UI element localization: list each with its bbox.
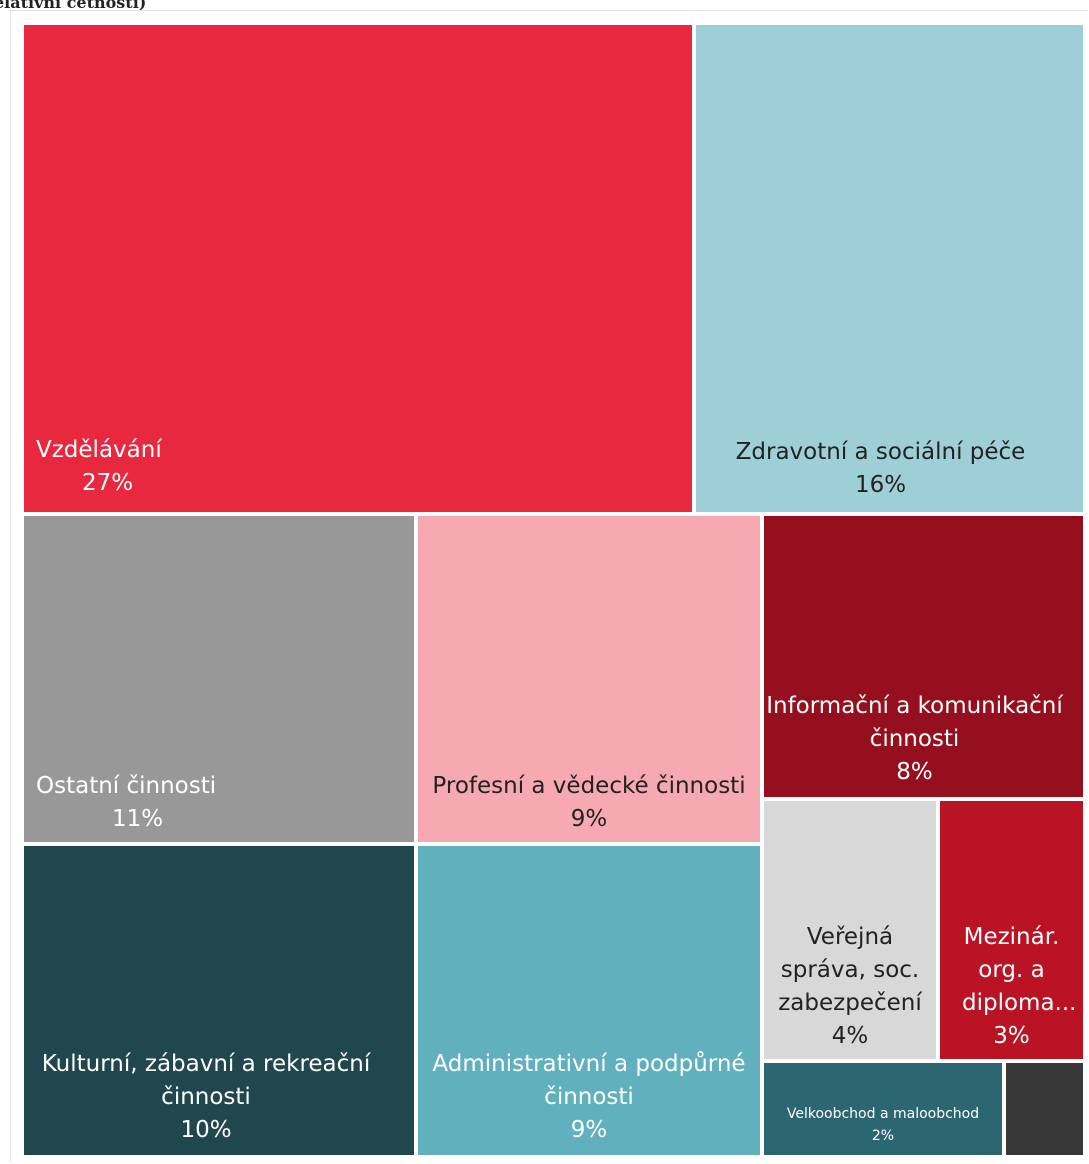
tile-unlabeled[interactable] (1006, 1063, 1083, 1155)
tile-label: Ostatní činnosti (36, 773, 217, 799)
tile-informacni-a-komunikacni-cinnosti[interactable]: Informační a komunikační činnosti 8% (764, 516, 1083, 797)
tile-value: 3% (993, 1023, 1030, 1049)
tile-value: 8% (896, 759, 933, 785)
tile-value: 9% (570, 1117, 608, 1143)
tile-label: Vzdělávání (36, 437, 162, 463)
tile-value: 2% (871, 1128, 895, 1144)
tile-kulturni-zabavni-a-rekreacni-cinnosti[interactable]: Kulturní, zábavní a rekreační činnosti 1… (24, 846, 414, 1155)
tile-profesni-a-vedecke-cinnosti[interactable]: Profesní a vědecké činnosti 9% (418, 516, 760, 842)
tile-value: 27% (82, 470, 134, 496)
tile-label: Veřejná správa, soc. zabezpečení (778, 924, 922, 1016)
tile-value: 10% (180, 1117, 232, 1143)
tile-value: 4% (831, 1023, 869, 1049)
tile-label: Informační a komunikační činnosti (766, 693, 1063, 752)
tile-zdravotni-a-socialni-pece[interactable]: Zdravotní a sociální péče 16% (696, 25, 1083, 512)
tile-label: Mezinár. org. a diploma... (962, 924, 1077, 1016)
chart-frame (10, 10, 1088, 1162)
tile-velkoobchod-a-maloobchod[interactable]: Velkoobchod a maloobchod 2% (764, 1063, 1002, 1155)
tile-label: Profesní a vědecké činnosti (432, 773, 746, 799)
tile-value: 9% (570, 806, 608, 832)
tile-label: Kulturní, zábavní a rekreační činnosti (41, 1051, 371, 1110)
tile-vzdelavani[interactable]: Vzdělávání 27% (24, 25, 692, 512)
chart-title: elativní četnosti) (0, 0, 147, 12)
tile-administrativni-a-podpurne-cinnosti[interactable]: Administrativní a podpůrné činnosti 9% (418, 846, 760, 1155)
tile-label: Zdravotní a sociální péče (735, 439, 1026, 465)
tile-label: Administrativní a podpůrné činnosti (432, 1051, 746, 1110)
tile-ostatni-cinnosti[interactable]: Ostatní činnosti 11% (24, 516, 414, 842)
tile-label: Velkoobchod a maloobchod (786, 1106, 980, 1122)
tile-value: 16% (854, 472, 907, 498)
tile-value: 11% (112, 806, 164, 832)
tile-mezinar-org-a-diploma[interactable]: Mezinár. org. a diploma... 3% (940, 801, 1083, 1059)
tile-verejna-sprava-soc-zabezpeceni[interactable]: Veřejná správa, soc. zabezpečení 4% (764, 801, 936, 1059)
